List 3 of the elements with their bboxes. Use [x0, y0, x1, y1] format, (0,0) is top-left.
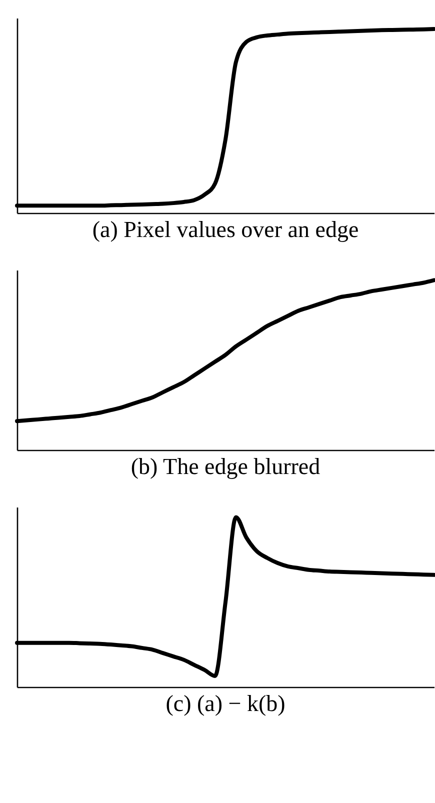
text: (a) Pixel values over an edge — [92, 217, 359, 242]
text: (c) (a) − k(b) — [166, 691, 286, 716]
text: (b) The edge blurred — [130, 454, 321, 479]
